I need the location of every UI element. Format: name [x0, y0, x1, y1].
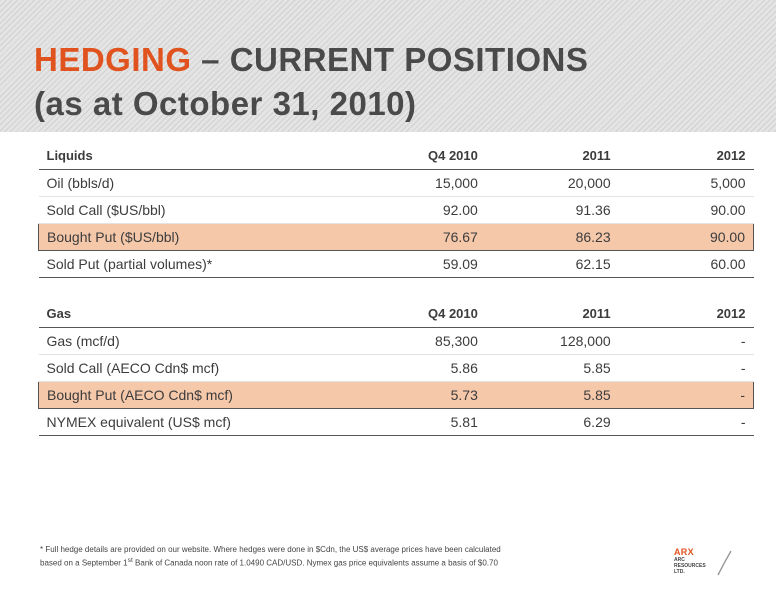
arx-logo: ARX ARC RESOURCES LTD. — [670, 547, 740, 579]
logo-subtext: ARC RESOURCES LTD. — [674, 557, 706, 575]
row-label: Sold Call (AECO Cdn$ mcf) — [38, 354, 335, 382]
cell-value: 15,000 — [334, 169, 486, 197]
column-header: Q4 2010 — [334, 300, 486, 328]
row-label: Bought Put (AECO Cdn$ mcf) — [37, 381, 335, 409]
row-label: Oil (bbls/d) — [38, 169, 335, 197]
column-header: 2011 — [485, 300, 619, 328]
cell-value: 86.23 — [485, 223, 619, 251]
cell-value: 5.85 — [485, 354, 619, 382]
cell-value: 128,000 — [485, 327, 619, 355]
logo-sub-2: RESOURCES — [674, 563, 706, 569]
column-header: 2012 — [618, 142, 754, 170]
title-date: (as at October 31, 2010) — [34, 85, 417, 122]
table-row: Sold Call (AECO Cdn$ mcf) 5.86 5.85 - — [38, 354, 754, 382]
title-banner: HEDGING – CURRENT POSITIONS (as at Octob… — [0, 0, 776, 132]
cell-value: 20,000 — [485, 169, 619, 197]
row-label: Gas (mcf/d) — [38, 327, 335, 355]
footnote-superscript: st — [127, 557, 133, 564]
cell-value: 76.67 — [334, 223, 486, 251]
cell-value: - — [618, 408, 754, 436]
page-title: HEDGING – CURRENT POSITIONS (as at Octob… — [34, 38, 588, 126]
logo-swoosh-icon — [717, 550, 732, 576]
column-header: Liquids — [38, 142, 335, 170]
row-label: NYMEX equivalent (US$ mcf) — [38, 408, 335, 436]
table-row: Gas (mcf/d) 85,300 128,000 - — [38, 327, 754, 355]
cell-value: 92.00 — [334, 196, 486, 224]
cell-value: 5.85 — [485, 381, 619, 409]
cell-value: 90.00 — [618, 196, 754, 224]
footnote-line-2a: based on a September 1 — [40, 558, 128, 568]
table-header-row: Gas Q4 2010 2011 2012 — [38, 300, 754, 328]
footnote-line-2b: Bank of Canada noon rate of 1.0490 CAD/U… — [132, 558, 498, 568]
column-header: Gas — [38, 300, 335, 328]
cell-value: 90.00 — [618, 223, 754, 251]
row-label: Sold Call ($US/bbl) — [38, 196, 335, 224]
cell-value: 5.81 — [334, 408, 486, 436]
row-label: Sold Put (partial volumes)* — [38, 250, 335, 278]
cell-value: 6.29 — [485, 408, 619, 436]
cell-value: 60.00 — [618, 250, 754, 278]
table-header-row: Liquids Q4 2010 2011 2012 — [38, 142, 754, 170]
column-header: Q4 2010 — [334, 142, 486, 170]
highlighted-row: Bought Put (AECO Cdn$ mcf) 5.73 5.85 - — [37, 381, 754, 409]
table-row: Oil (bbls/d) 15,000 20,000 5,000 — [38, 169, 754, 197]
table-row: Sold Put (partial volumes)* 59.09 62.15 … — [38, 250, 754, 278]
column-header: 2012 — [618, 300, 754, 328]
title-accent: HEDGING — [34, 41, 192, 78]
highlighted-row: Bought Put ($US/bbl) 76.67 86.23 90.00 — [37, 223, 754, 251]
cell-value: 85,300 — [334, 327, 486, 355]
logo-sub-1: ARC — [674, 557, 685, 563]
cell-value: 91.36 — [485, 196, 619, 224]
cell-value: - — [618, 381, 754, 409]
logo-name: ARX — [674, 547, 694, 557]
footnote: * Full hedge details are provided on our… — [40, 544, 600, 569]
logo-sub-3: LTD. — [674, 569, 685, 575]
footnote-line-1: * Full hedge details are provided on our… — [40, 545, 501, 554]
table-row: Sold Call ($US/bbl) 92.00 91.36 90.00 — [38, 196, 754, 224]
cell-value: 5,000 — [618, 169, 754, 197]
title-rest: – CURRENT POSITIONS — [191, 41, 589, 78]
cell-value: 62.15 — [485, 250, 619, 278]
cell-value: - — [618, 354, 754, 382]
table-row: NYMEX equivalent (US$ mcf) 5.81 6.29 - — [38, 408, 754, 436]
cell-value: - — [618, 327, 754, 355]
column-header: 2011 — [485, 142, 619, 170]
liquids-table: Liquids Q4 2010 2011 2012 Oil (bbls/d) 1… — [37, 142, 754, 278]
cell-value: 5.86 — [334, 354, 486, 382]
row-label: Bought Put ($US/bbl) — [37, 223, 335, 251]
cell-value: 5.73 — [334, 381, 486, 409]
cell-value: 59.09 — [334, 250, 486, 278]
gas-table: Gas Q4 2010 2011 2012 Gas (mcf/d) 85,300… — [37, 300, 754, 436]
